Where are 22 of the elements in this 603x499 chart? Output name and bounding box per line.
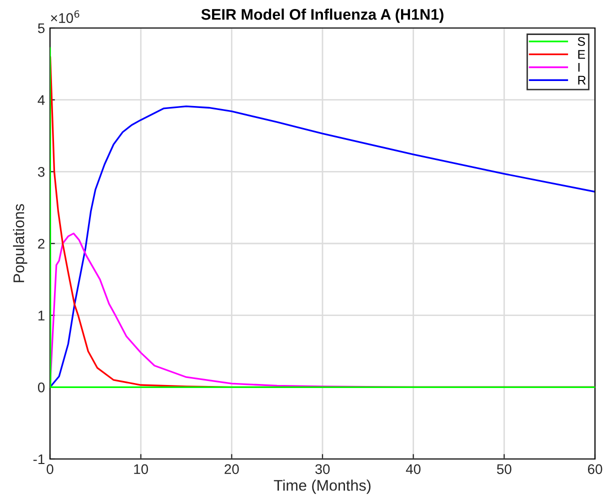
legend-label: E <box>578 50 586 59</box>
legend-label: R <box>578 76 586 85</box>
y-tick-label: 3 <box>38 167 45 177</box>
y-tick-label: 4 <box>38 95 45 105</box>
x-axis-title: Time (Months) <box>274 480 371 494</box>
y-tick-label: 0 <box>38 382 45 392</box>
x-tick-label: 0 <box>46 464 54 474</box>
y-tick-label: 5 <box>38 23 45 34</box>
y-tick-label: 1 <box>38 310 44 320</box>
x-tick-label: 40 <box>406 464 421 474</box>
text: ×10$^{6}$ <box>50 10 80 23</box>
x-tick-label: 10 <box>134 464 148 474</box>
x-tick-label: 30 <box>315 464 330 474</box>
x-tick-label: 50 <box>497 464 512 474</box>
y-axis-title: Populations <box>12 204 28 282</box>
chart-title: SEIR Model Of Influenza A (H1N1) <box>201 8 444 23</box>
y-tick-label: -1 <box>33 454 44 464</box>
legend-label: I <box>578 63 580 72</box>
x-tick-label: 20 <box>224 464 239 474</box>
y-tick-label: 2 <box>38 238 44 249</box>
legend-label: S <box>578 37 585 46</box>
x-tick-label: 60 <box>588 464 602 474</box>
